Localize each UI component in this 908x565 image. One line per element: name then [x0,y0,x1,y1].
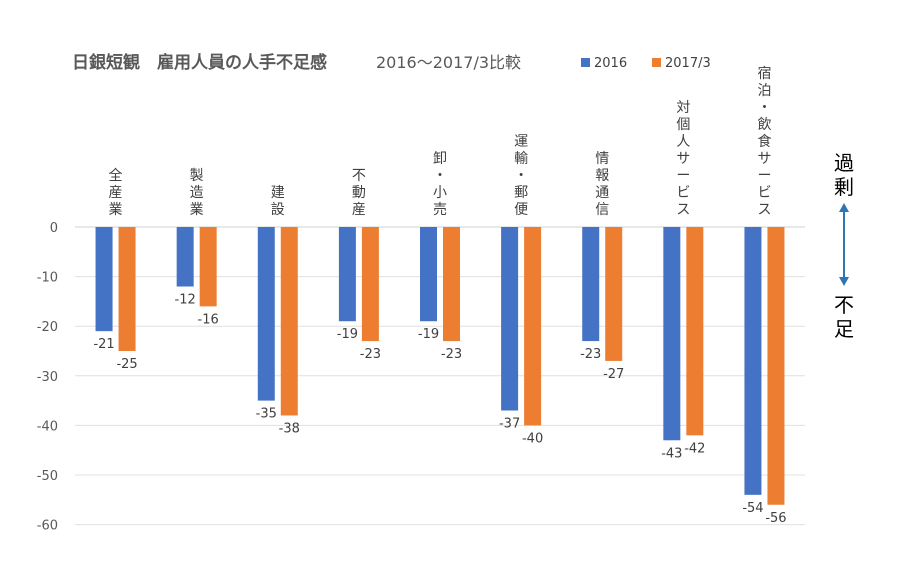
data-label: -21 [93,337,114,352]
legend-label-2016: 2016 [594,56,627,71]
data-label: -23 [580,347,601,362]
y-tick-label: -50 [37,469,58,484]
data-label: -37 [499,417,520,432]
bar-2016 [744,227,762,495]
arrow-up-icon [839,203,849,212]
category-label: 全産業 [109,167,123,218]
y-tick-label: -10 [37,271,58,286]
data-label: -42 [684,441,705,456]
y-tick-label: -20 [37,320,58,335]
category-labels: 全産業 製造業 建設 不動産 卸・小売 運輸・郵便 情報通信 対個人サービス 宿泊・飲食サービス [109,65,772,218]
bar-2017-3 [686,227,704,436]
excess-text: 過剰 [834,151,854,199]
data-label: -35 [256,407,277,422]
bar-2016 [582,227,600,342]
category-label: 運輸・郵便 [514,134,528,218]
shortage-label: 不足 [834,293,854,341]
category-label: 建設 [271,185,285,218]
category-label: 情報通信 [595,151,609,218]
category-label: 製造業 [190,168,204,218]
bar-2016 [338,227,356,322]
y-axis-ticks: 0 -10 -20 -30 -40 -50 -60 [37,221,58,534]
data-labels: -21-25-12-16-35-38-19-23-19-23-37-40-23-… [93,293,786,526]
legend: 2016 2017/3 [581,56,711,71]
data-label: -43 [661,446,682,461]
data-label: -54 [742,501,763,516]
data-label: -19 [418,327,439,342]
bar-2017-3 [280,227,298,416]
chart-subtitle: 2016～2017/3比較 [376,53,521,72]
category-label: 対個人サービス [676,100,690,218]
legend-label-2017-3: 2017/3 [665,56,711,71]
bar-2017-3 [524,227,542,426]
bar-2016 [257,227,275,401]
y-tick-label: -40 [37,419,58,434]
bar-2016 [95,227,113,332]
data-label: -56 [765,511,786,526]
category-label: 不動産 [352,168,366,218]
y-tick-label: -60 [37,519,58,534]
data-label: -38 [279,421,300,436]
data-label: -25 [116,357,137,372]
bar-2016 [420,227,437,322]
shortage-text: 不足 [834,293,854,341]
bar-2017-3 [361,227,379,342]
data-label: -23 [360,347,381,362]
bar-2016 [176,227,194,287]
chart-title: 日銀短観 雇用人員の人手不足感 [72,52,327,73]
bar-2016 [501,227,519,411]
gridlines [75,226,805,526]
data-label: -12 [175,293,196,308]
legend-swatch-2016 [581,58,590,67]
bar-2017-3 [443,227,460,342]
y-tick-label: -30 [37,370,58,385]
bar-2017-3 [118,227,136,351]
data-label: -23 [441,347,462,362]
category-label: 宿泊・飲食サービス [757,65,771,218]
excess-shortage-indicator: 過剰 不足 [834,151,854,341]
data-label: -40 [522,431,543,446]
arrow-down-icon [839,277,849,286]
legend-swatch-2017-3 [652,58,661,67]
bars [95,227,785,505]
data-label: -19 [337,327,358,342]
data-label: -27 [603,367,624,382]
bar-2016 [663,227,681,441]
y-tick-label: 0 [50,221,58,236]
data-label: -16 [198,312,219,327]
bar-2017-3 [767,227,785,505]
bar-2017-3 [605,227,623,361]
bar-2017-3 [199,227,217,307]
category-label: 卸・小売 [433,151,447,218]
excess-label: 過剰 [834,151,854,199]
